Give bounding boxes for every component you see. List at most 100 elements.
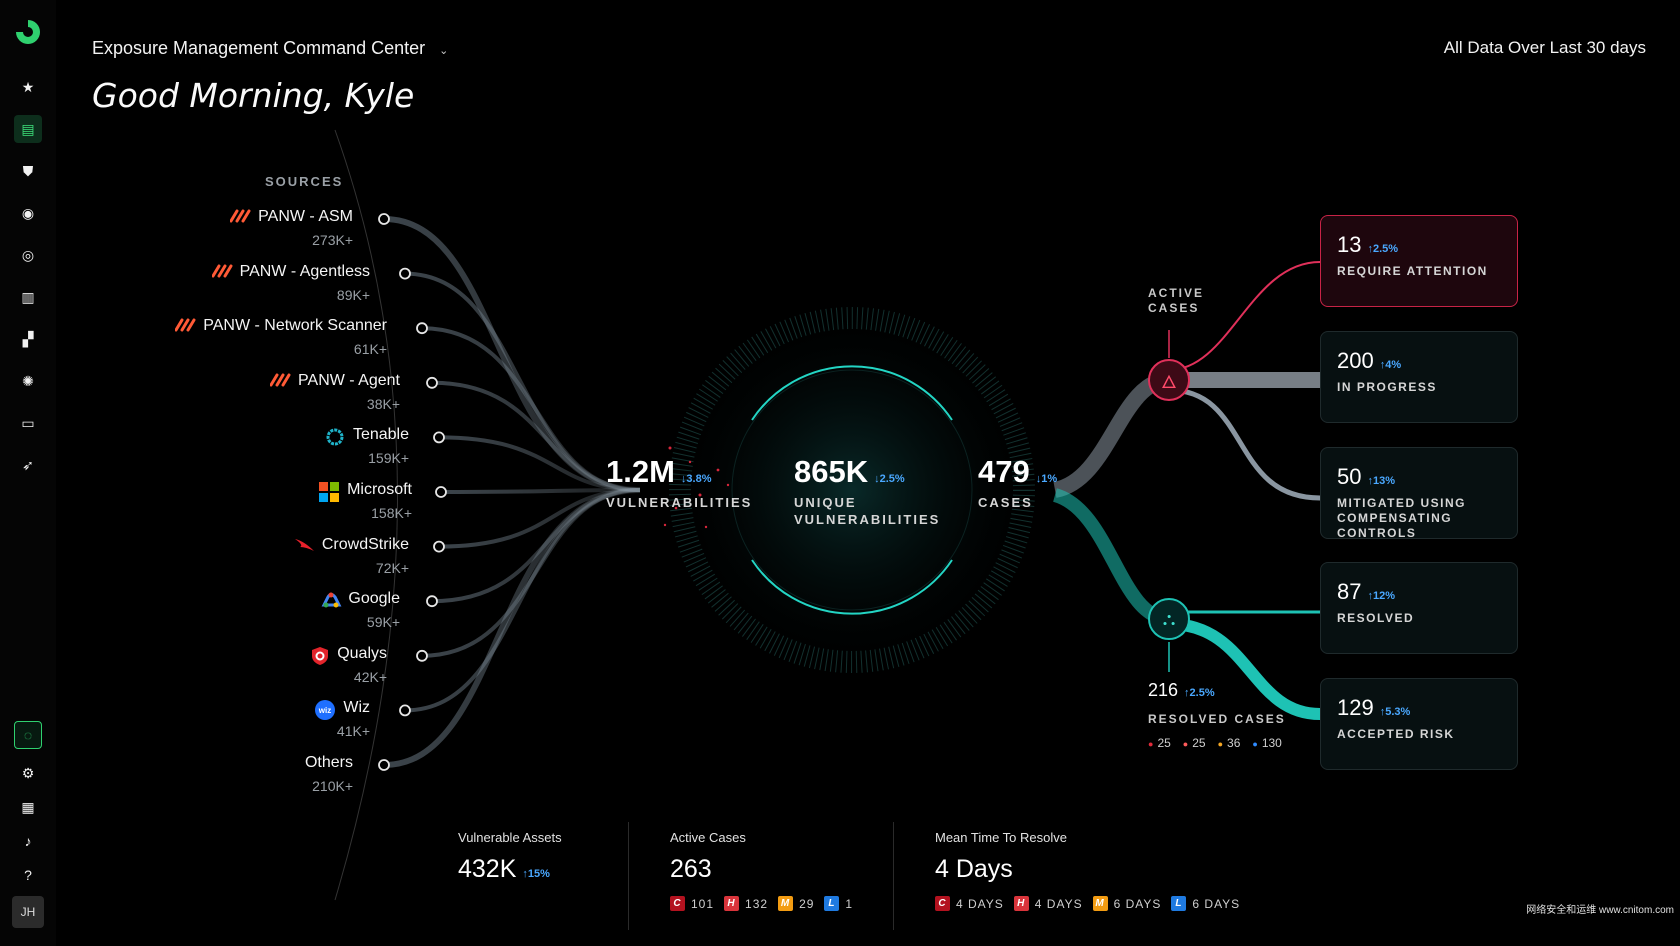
- source-item[interactable]: Tenable 159K+: [325, 426, 409, 466]
- bell-icon[interactable]: ♪: [24, 833, 32, 849]
- blocks-icon[interactable]: ▞: [22, 330, 34, 347]
- mttr-low: 6 DAYS: [1192, 896, 1241, 911]
- dashboard-icon[interactable]: ▤: [14, 115, 42, 143]
- source-item[interactable]: PANW - ASM 273K+: [229, 208, 353, 248]
- source-count: 38K+: [366, 395, 400, 412]
- chevron-down-icon[interactable]: ⌄: [439, 45, 449, 57]
- source-count: 210K+: [312, 778, 353, 794]
- case-status-card[interactable]: 129 ↑5.3% ACCEPTED RISK: [1320, 678, 1518, 770]
- source-name: PANW - Agentless: [239, 262, 370, 280]
- source-item[interactable]: Others 210K+: [305, 754, 353, 794]
- mttr-stat[interactable]: Mean Time To Resolve 4 Days C 4 DAYS H 4 D…: [935, 830, 1240, 911]
- source-name: CrowdStrike: [321, 535, 409, 553]
- panw-icon: [211, 264, 233, 280]
- sidebar: ★ ▤ ⛊ ◉ ◎ ▥ ▞ ✺ ▭ ➶ ◌ ⚙ ▦ ♪? JH: [0, 0, 56, 946]
- card-value: 87: [1337, 579, 1362, 604]
- card-label: ACCEPTED RISK: [1337, 727, 1455, 741]
- source-item[interactable]: PANW - Agentless 89K+: [211, 262, 370, 303]
- source-name: Others: [304, 754, 353, 771]
- cases-metric[interactable]: 479 ↓1% CASES: [978, 454, 1057, 511]
- resolved-cases-value: 216 ↑2.5%: [1148, 680, 1215, 701]
- medium-badge: M: [778, 896, 794, 911]
- vulnerabilities-trend: ↓3.8%: [680, 473, 712, 485]
- critical-badge: C: [670, 896, 685, 911]
- source-item[interactable]: PANW - Agent 38K+: [269, 371, 400, 412]
- source-name: Google: [348, 590, 400, 608]
- svg-text:wiz: wiz: [318, 706, 331, 715]
- critical-badge: C: [935, 896, 950, 911]
- app-logo-icon[interactable]: [16, 20, 40, 44]
- card-value: 13: [1337, 232, 1362, 257]
- card-trend: ↑2.5%: [1367, 243, 1399, 255]
- hierarchy-icon[interactable]: ⛬: [1148, 598, 1190, 640]
- source-name: PANW - Agent: [298, 371, 400, 389]
- resolved-critical: 25: [1148, 736, 1170, 750]
- case-status-card[interactable]: 50 ↑13% MITIGATED USING COMPENSATING CONTR…: [1320, 447, 1518, 540]
- source-item[interactable]: CrowdStrike 72K+: [294, 536, 409, 576]
- active-medium-count: 29: [799, 896, 815, 911]
- star-icon[interactable]: ★: [21, 78, 35, 95]
- high-badge: H: [1013, 896, 1029, 911]
- card-trend: ↑13%: [1367, 475, 1396, 487]
- sources-title: SOURCES: [265, 174, 344, 189]
- source-count: 41K+: [336, 723, 370, 740]
- vulnerable-assets-title: Vulnerable Assets: [458, 830, 562, 845]
- mttr-medium: 6 DAYS: [1113, 896, 1162, 911]
- cog-icon[interactable]: ✺: [22, 372, 34, 389]
- case-status-card[interactable]: 13 ↑2.5% REQUIRE ATTENTION: [1320, 215, 1518, 307]
- settings-icon[interactable]: ⚙: [21, 764, 35, 781]
- vulnerabilities-metric[interactable]: 1.2M ↓3.8% VULNERABILITIES: [606, 454, 752, 511]
- fire-icon[interactable]: 🜂: [1148, 359, 1190, 401]
- time-range[interactable]: All Data Over Last 30 days: [1443, 38, 1646, 57]
- shield-icon[interactable]: ⛊: [22, 162, 34, 179]
- case-status-card[interactable]: 200 ↑4% IN PROGRESS: [1320, 331, 1518, 423]
- target-icon[interactable]: ◎: [21, 246, 35, 263]
- source-name: Microsoft: [347, 481, 412, 498]
- eye-icon[interactable]: ◉: [21, 204, 35, 221]
- card-trend: ↑4%: [1379, 359, 1402, 371]
- source-count: 42K+: [353, 668, 387, 685]
- vulnerable-assets-stat[interactable]: Vulnerable Assets 432K ↑15%: [458, 830, 562, 884]
- source-name: Qualys: [337, 644, 387, 662]
- source-count: 273K+: [312, 232, 353, 248]
- high-badge: H: [724, 896, 740, 911]
- wiz-icon: wiz: [315, 700, 336, 721]
- cases-label: CASES: [978, 495, 1033, 510]
- source-item[interactable]: Microsoft 158K+: [319, 481, 412, 521]
- active-cases-title: Active Cases: [670, 830, 746, 845]
- source-name: PANW - Network Scanner: [203, 317, 387, 335]
- card-value: 50: [1337, 464, 1362, 489]
- greeting: Good Morning, Kyle: [92, 76, 415, 115]
- crowdstrike-icon: [294, 537, 314, 553]
- inbox-icon[interactable]: ▭: [21, 414, 35, 431]
- dashboard-selector[interactable]: Exposure Management Command Center ⌄: [92, 38, 448, 59]
- rocket-icon[interactable]: ➶: [22, 456, 34, 473]
- source-item[interactable]: Google 59K+: [320, 590, 400, 630]
- card-label: IN PROGRESS: [1337, 380, 1437, 394]
- help-icon[interactable]: ?: [24, 867, 32, 883]
- source-count: 61K+: [353, 341, 387, 358]
- clipboard-icon[interactable]: ▥: [21, 288, 35, 305]
- active-cases-value: 263: [670, 855, 712, 883]
- microsoft-icon: [319, 482, 340, 502]
- source-count: 159K+: [368, 450, 409, 467]
- resolved-count: 216: [1148, 680, 1179, 700]
- vulnerable-assets-value: 432K: [458, 855, 517, 883]
- source-count: 158K+: [371, 505, 412, 521]
- unique-vulnerabilities-metric[interactable]: 865K ↓2.5% UNIQUE VULNERABILITIES: [794, 454, 944, 528]
- assistant-icon[interactable]: ◌: [14, 721, 42, 749]
- source-count: 59K+: [366, 614, 400, 631]
- source-item[interactable]: PANW - Network Scanner 61K+: [174, 317, 387, 358]
- source-item[interactable]: wiz Wiz 41K+: [315, 699, 370, 739]
- cases-value: 479: [978, 454, 1030, 489]
- user-avatar[interactable]: JH: [12, 896, 44, 928]
- source-name: Wiz: [343, 699, 370, 717]
- google-icon: [320, 591, 342, 608]
- resolved-high: 25: [1183, 736, 1205, 750]
- grid-icon[interactable]: ▦: [21, 798, 35, 815]
- case-status-card[interactable]: 87 ↑12% RESOLVED: [1320, 562, 1518, 654]
- source-item[interactable]: Qualys 42K+: [309, 645, 387, 685]
- divider: [628, 822, 629, 930]
